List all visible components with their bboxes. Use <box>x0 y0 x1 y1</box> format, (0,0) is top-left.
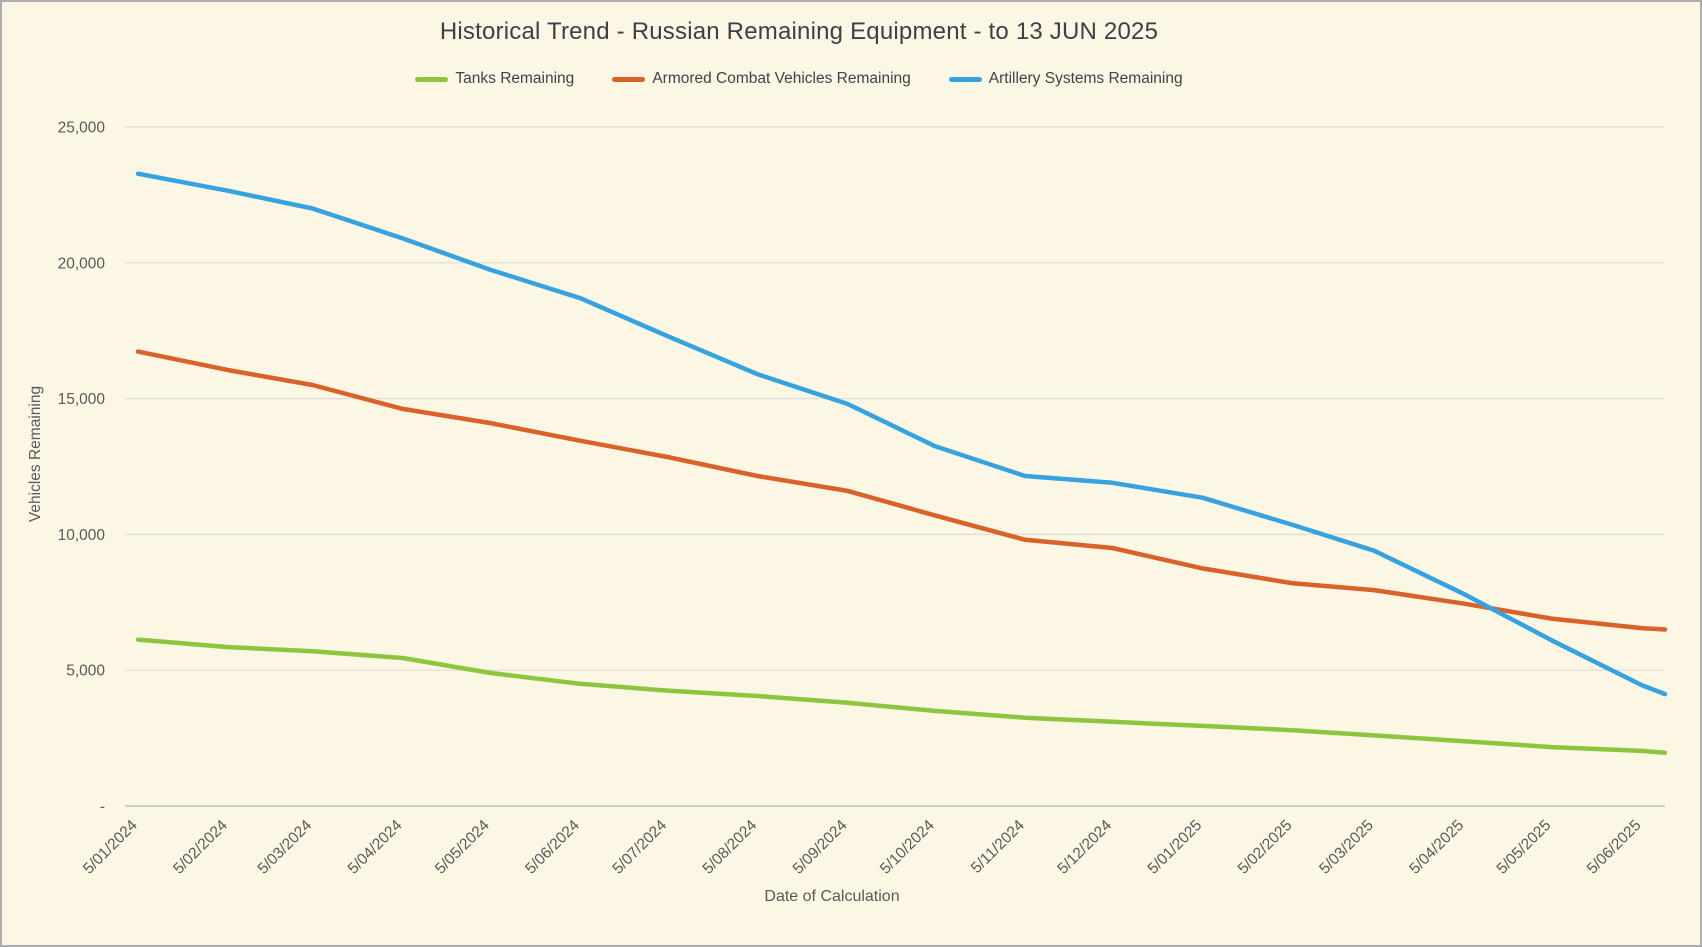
x-tick-label: 5/04/2024 <box>345 817 406 878</box>
legend-swatch-armored-combat-vehicles-icon <box>612 76 646 82</box>
legend-label-armored-combat-vehicles: Armored Combat Vehicles Remaining <box>652 70 911 87</box>
x-tick-label: 5/01/2024 <box>80 817 141 878</box>
x-tick-label: 5/10/2024 <box>877 817 938 878</box>
legend-item-armored-combat-vehicles[interactable]: Armored Combat Vehicles Remaining <box>612 70 911 88</box>
x-tick-label: 5/02/2025 <box>1235 817 1296 878</box>
legend-label-artillery-systems: Artillery Systems Remaining <box>988 70 1183 87</box>
legend-swatch-artillery-systems-icon <box>948 76 982 82</box>
y-tick-label: 5,000 <box>66 663 105 680</box>
legend-swatch-tanks-icon <box>415 76 449 82</box>
series-line-armored-combat-vehicles-remaining[interactable] <box>135 349 1668 632</box>
series-line-artillery-systems-remaining[interactable] <box>135 171 1668 697</box>
y-tick-label: 15,000 <box>58 391 106 408</box>
x-tick-label: 5/03/2025 <box>1316 817 1377 878</box>
x-tick-label: 5/06/2024 <box>522 817 583 878</box>
legend-item-artillery-systems[interactable]: Artillery Systems Remaining <box>948 70 1183 88</box>
x-tick-label: 5/03/2024 <box>255 817 316 878</box>
x-tick-label: 5/05/2025 <box>1494 817 1555 878</box>
x-tick-label: 5/07/2024 <box>609 817 670 878</box>
legend: Tanks Remaining Armored Combat Vehicles … <box>415 70 1183 88</box>
y-tick-label: 10,000 <box>58 527 106 544</box>
x-tick-label: 5/04/2025 <box>1406 817 1467 878</box>
x-tick-label: 5/01/2025 <box>1145 817 1206 878</box>
chart-title: Historical Trend - Russian Remaining Equ… <box>439 18 1159 45</box>
legend-item-tanks[interactable]: Tanks Remaining <box>415 70 574 88</box>
y-tick-label: 20,000 <box>58 255 106 272</box>
legend-label-tanks: Tanks Remaining <box>455 70 575 87</box>
x-tick-label: 5/06/2025 <box>1584 817 1645 878</box>
y-tick-label: - <box>100 799 105 816</box>
x-tick-label: 5/11/2024 <box>968 817 1028 877</box>
x-axis-title: Date of Calculation <box>764 888 900 905</box>
x-tick-label: 5/05/2024 <box>432 817 493 878</box>
series-line-tanks-remaining[interactable] <box>135 637 1668 756</box>
y-tick-label: 25,000 <box>58 120 106 137</box>
x-tick-label: 5/12/2024 <box>1054 817 1115 878</box>
x-tick-label: 5/02/2024 <box>170 817 231 878</box>
x-tick-label: 5/08/2024 <box>700 817 761 878</box>
x-tick-label: 5/09/2024 <box>790 817 851 878</box>
